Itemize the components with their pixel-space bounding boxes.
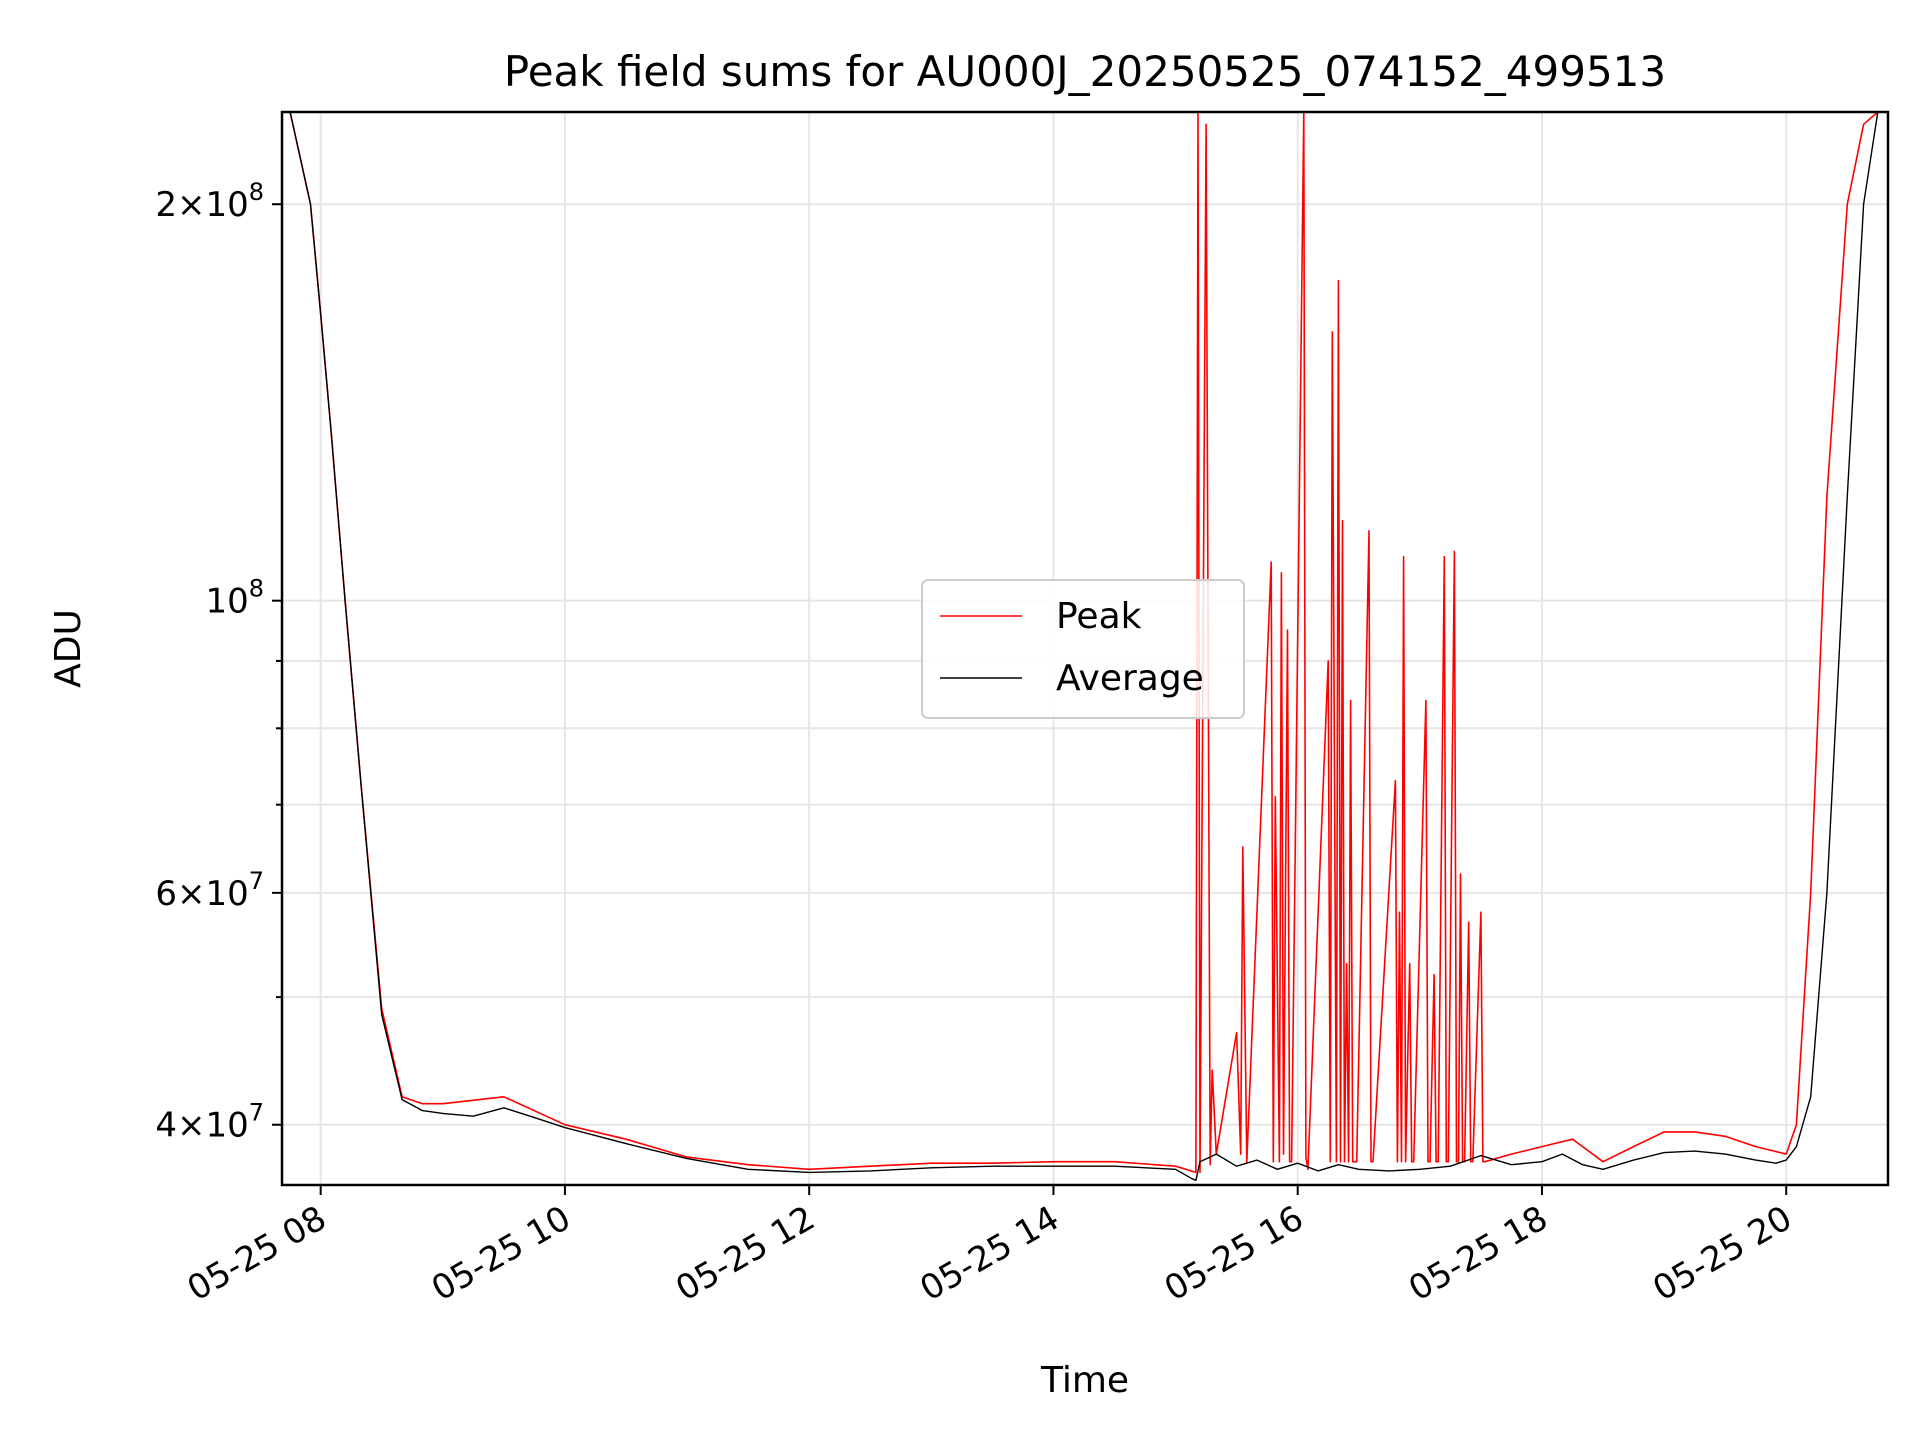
plot-frame [280, 110, 1890, 1187]
y-tick-label: 4×107 [155, 1099, 264, 1146]
chart-title: Peak field sums for AU000J_20250525_0741… [504, 47, 1666, 96]
y-axis-label: ADU [48, 609, 89, 688]
y-tick-label: 6×107 [155, 867, 264, 914]
legend: Peak Average [921, 579, 1245, 719]
legend-label-peak: Peak [1056, 596, 1142, 637]
y-tick-label: 2×108 [155, 178, 264, 225]
legend-label-average: Average [1056, 658, 1204, 699]
y-tick-label: 108 [205, 575, 264, 622]
x-axis-label: Time [1040, 1360, 1129, 1401]
legend-box [921, 579, 1245, 719]
series-line-average [289, 111, 1879, 1182]
series-line-peak [289, 111, 1879, 1174]
plot-layer [289, 111, 1879, 1182]
